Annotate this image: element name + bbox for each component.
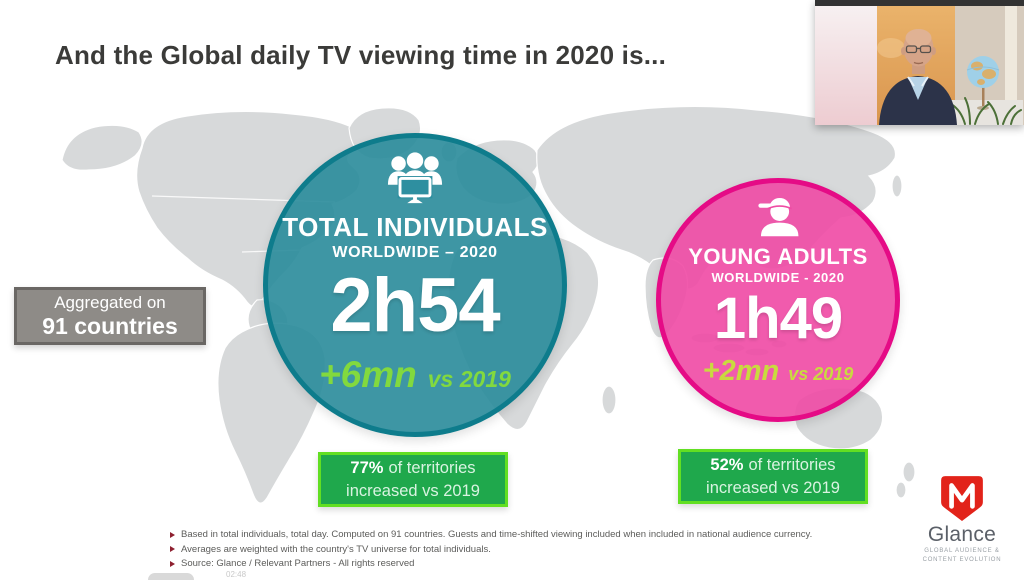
presenter-video-frame: [815, 6, 1024, 125]
presenter-figure: [879, 29, 957, 125]
total-individuals-circle: TOTAL INDIVIDUALS WORLDWIDE – 2020 2h54 …: [263, 133, 567, 437]
map-japan: [891, 174, 903, 198]
territories-text: of territories: [748, 456, 836, 475]
territories-pct: 77%: [350, 459, 384, 478]
footnote-line: Averages are weighted with the country's…: [170, 544, 812, 555]
footnote-line: Based in total individuals, total day. C…: [170, 529, 812, 540]
glance-logo: Glance Global Audience & Content Evoluti…: [908, 474, 1016, 565]
total-individuals-heading: TOTAL INDIVIDUALS: [282, 212, 548, 242]
people-watching-tv-icon: [386, 151, 444, 210]
territories-increased-box-total: 77% of territories increased vs 2019: [318, 452, 508, 507]
territories-line2: increased vs 2019: [706, 478, 840, 497]
aggregated-label: Aggregated on: [54, 293, 166, 313]
territories-text: of territories: [388, 459, 476, 478]
presenter-video-overlay[interactable]: [815, 0, 1024, 125]
young-adults-subheading: WORLDWIDE - 2020: [711, 270, 845, 286]
total-individuals-delta: +6mn vs 2019: [319, 354, 511, 396]
globe-icon: [966, 56, 1000, 110]
young-adults-delta: +2mn vs 2019: [703, 355, 854, 388]
footnote-bullet-icon: [170, 560, 175, 567]
footnote-text: Averages are weighted with the country's…: [181, 543, 491, 555]
footnote-bullet-icon: [170, 546, 175, 552]
delta-value: +2mn: [702, 355, 780, 388]
delta-comparison-label: vs 2019: [788, 364, 854, 385]
young-adult-icon: [755, 193, 801, 242]
territories-line1: 52% of territories: [710, 454, 835, 476]
map-new-zealand-2: [895, 481, 907, 499]
footnote-line: Source: Glance / Relevant Partners - All…: [170, 558, 812, 569]
video-left-wall: [815, 6, 877, 125]
young-adults-circle: YOUNG ADULTS WORLDWIDE - 2020 1h49 +2mn …: [656, 178, 900, 422]
map-alaska: [61, 124, 143, 171]
delta-comparison-label: vs 2019: [427, 366, 511, 393]
territories-pct: 52%: [710, 456, 744, 475]
delta-value: +6mn: [319, 354, 417, 396]
footnote-text: Based in total individuals, total day. C…: [181, 529, 813, 540]
footnotes: Based in total individuals, total day. C…: [170, 529, 812, 573]
page-title: And the Global daily TV viewing time in …: [55, 40, 667, 70]
video-wall-light: [877, 38, 905, 58]
territories-line1: 77% of territories: [350, 457, 475, 479]
footnote-text: Source: Glance / Relevant Partners - All…: [181, 558, 415, 569]
young-adults-heading: YOUNG ADULTS: [688, 244, 868, 269]
aggregated-count: 91 countries: [42, 312, 178, 339]
glance-logo-tagline: Global Audience & Content Evolution: [922, 548, 1002, 563]
total-individuals-value: 2h54: [330, 263, 500, 349]
player-timestamp: 02:48: [226, 570, 247, 579]
glance-logo-icon: [939, 474, 985, 522]
video-door-strip: [1005, 6, 1017, 125]
territories-increased-box-young-adults: 52% of territories increased vs 2019: [678, 449, 868, 504]
player-control-pill[interactable]: [148, 573, 194, 580]
footnote-bullet-icon: [170, 531, 175, 538]
territories-line2: increased vs 2019: [346, 481, 480, 500]
glance-logo-name: Glance: [927, 523, 997, 546]
total-individuals-subheading: WORLDWIDE – 2020: [332, 244, 498, 262]
map-new-zealand-1: [902, 461, 916, 483]
aggregated-countries-box: Aggregated on 91 countries: [14, 287, 206, 345]
young-adults-value: 1h49: [713, 286, 843, 352]
map-madagascar: [601, 385, 617, 415]
